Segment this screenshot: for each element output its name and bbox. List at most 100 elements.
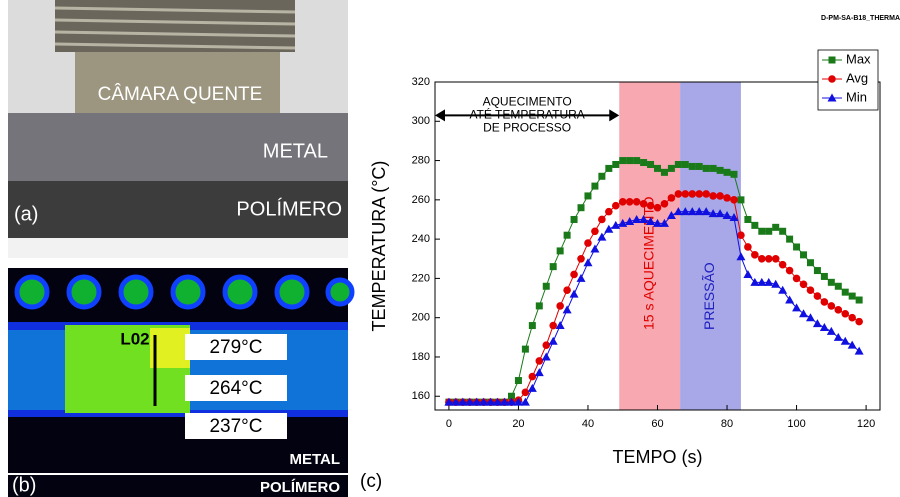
y-axis-label: TEMPERATURA (°C): [369, 161, 389, 332]
marker: [536, 302, 543, 309]
marker: [584, 239, 592, 247]
band: [680, 82, 741, 410]
marker: [703, 165, 710, 172]
marker: [619, 157, 626, 164]
marker: [640, 159, 647, 166]
panel-label: (c): [360, 471, 382, 492]
marker: [807, 286, 815, 294]
panel-label: (b): [12, 474, 36, 496]
marker: [529, 322, 536, 329]
marker: [515, 377, 522, 384]
marker: [522, 346, 529, 353]
marker: [661, 200, 669, 208]
marker: [612, 161, 619, 168]
annotation-text: DE PROCESSO: [483, 121, 571, 135]
marker: [556, 302, 564, 310]
y-tick-label: 280: [412, 154, 430, 166]
marker: [682, 161, 689, 168]
marker: [522, 389, 530, 397]
marker: [619, 198, 627, 206]
marker: [814, 267, 821, 274]
marker: [800, 280, 808, 288]
reading: 279°C: [209, 337, 262, 358]
marker: [535, 357, 543, 365]
chamber-label: CÂMARA QUENTE: [98, 83, 263, 105]
marker: [828, 279, 835, 286]
marker: [570, 271, 578, 279]
x-tick-label: 120: [857, 418, 875, 430]
marker: [717, 167, 724, 174]
marker: [591, 227, 599, 235]
marker: [848, 314, 856, 322]
marker: [626, 198, 634, 206]
marker: [578, 204, 585, 211]
marker: [542, 352, 551, 360]
panel-a: CÂMARA QUENTE METAL POLÍMERO (a): [8, 0, 348, 258]
marker: [835, 283, 842, 290]
marker: [591, 183, 598, 190]
marker: [682, 190, 690, 198]
marker: [577, 274, 586, 282]
marker: [723, 194, 731, 202]
marker: [668, 165, 675, 172]
marker: [612, 202, 620, 210]
reading: 264°C: [209, 378, 262, 399]
marker: [557, 247, 564, 254]
marker: [675, 161, 682, 168]
marker: [549, 322, 557, 330]
marker: [786, 267, 794, 275]
marker: [661, 169, 668, 176]
marker: [856, 297, 863, 304]
marker: [688, 190, 696, 198]
annotation-text: ATÉ TEMPERATURA: [469, 107, 584, 122]
marker: [564, 232, 571, 239]
marker: [821, 298, 829, 306]
marker: [590, 244, 599, 252]
marker: [841, 310, 849, 318]
marker: [598, 216, 606, 224]
marker: [751, 251, 759, 259]
marker: [605, 208, 613, 216]
marker: [689, 163, 696, 170]
marker: [550, 263, 557, 270]
marker: [556, 321, 565, 329]
page: CÂMARA QUENTE METAL POLÍMERO (a) L02 279…: [0, 0, 900, 497]
marker: [668, 194, 676, 202]
marker: [528, 384, 537, 392]
x-tick-label: 80: [721, 418, 733, 430]
marker: [709, 192, 717, 200]
marker: [570, 290, 579, 298]
marker: [633, 157, 640, 164]
marker: [814, 292, 822, 300]
marker: [633, 198, 641, 206]
legend-label: Max: [846, 51, 871, 66]
marker: [626, 157, 633, 164]
marker: [737, 196, 744, 203]
marker: [772, 224, 779, 231]
marker: [647, 161, 654, 168]
marker: [821, 273, 828, 280]
x-tick-label: 40: [582, 418, 594, 430]
marker: [730, 171, 737, 178]
y-tick-label: 180: [412, 351, 430, 363]
marker: [807, 259, 814, 266]
marker: [543, 283, 550, 290]
marker: [716, 192, 724, 200]
marker: [542, 341, 550, 349]
marker: [828, 75, 836, 83]
marker: [640, 200, 648, 208]
marker: [710, 165, 717, 172]
marker: [842, 289, 849, 296]
marker: [758, 255, 766, 263]
line-label: L02: [120, 329, 149, 348]
marker: [751, 222, 758, 229]
y-tick-label: 220: [412, 272, 430, 284]
legend-label: Min: [846, 89, 867, 104]
marker: [772, 255, 780, 263]
y-tick-label: 240: [412, 233, 430, 245]
file-label: D-PM-SA-B18_THERMA: [821, 15, 900, 22]
marker: [829, 57, 836, 64]
band-label: PRESSÃO: [701, 262, 717, 330]
marker: [577, 255, 585, 263]
marker: [724, 169, 731, 176]
